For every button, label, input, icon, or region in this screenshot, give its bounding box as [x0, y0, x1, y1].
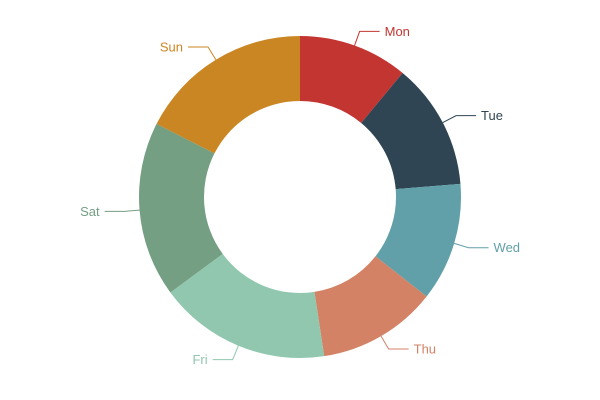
leader-line-tue — [442, 115, 477, 124]
slice-mon[interactable] — [300, 36, 403, 124]
slice-thu[interactable] — [314, 256, 427, 357]
slice-sat[interactable] — [139, 123, 223, 293]
slice-label-sat: Sat — [80, 204, 100, 219]
slice-wed[interactable] — [375, 183, 461, 297]
slice-tue[interactable] — [361, 72, 461, 190]
slice-sun[interactable] — [156, 36, 300, 154]
leader-line-sun — [188, 46, 217, 60]
slice-label-thu: Thu — [414, 342, 436, 357]
leader-line-wed — [454, 242, 489, 249]
slice-label-tue: Tue — [481, 108, 503, 123]
leader-line-mon — [354, 30, 380, 46]
slice-fri[interactable] — [170, 253, 325, 358]
slice-label-fri: Fri — [192, 352, 207, 367]
leader-line-sat — [104, 209, 140, 212]
leader-line-fri — [212, 345, 239, 361]
leader-line-thu — [380, 335, 409, 350]
slice-label-mon: Mon — [385, 24, 410, 39]
slice-label-wed: Wed — [494, 240, 521, 255]
slice-label-sun: Sun — [160, 39, 183, 54]
